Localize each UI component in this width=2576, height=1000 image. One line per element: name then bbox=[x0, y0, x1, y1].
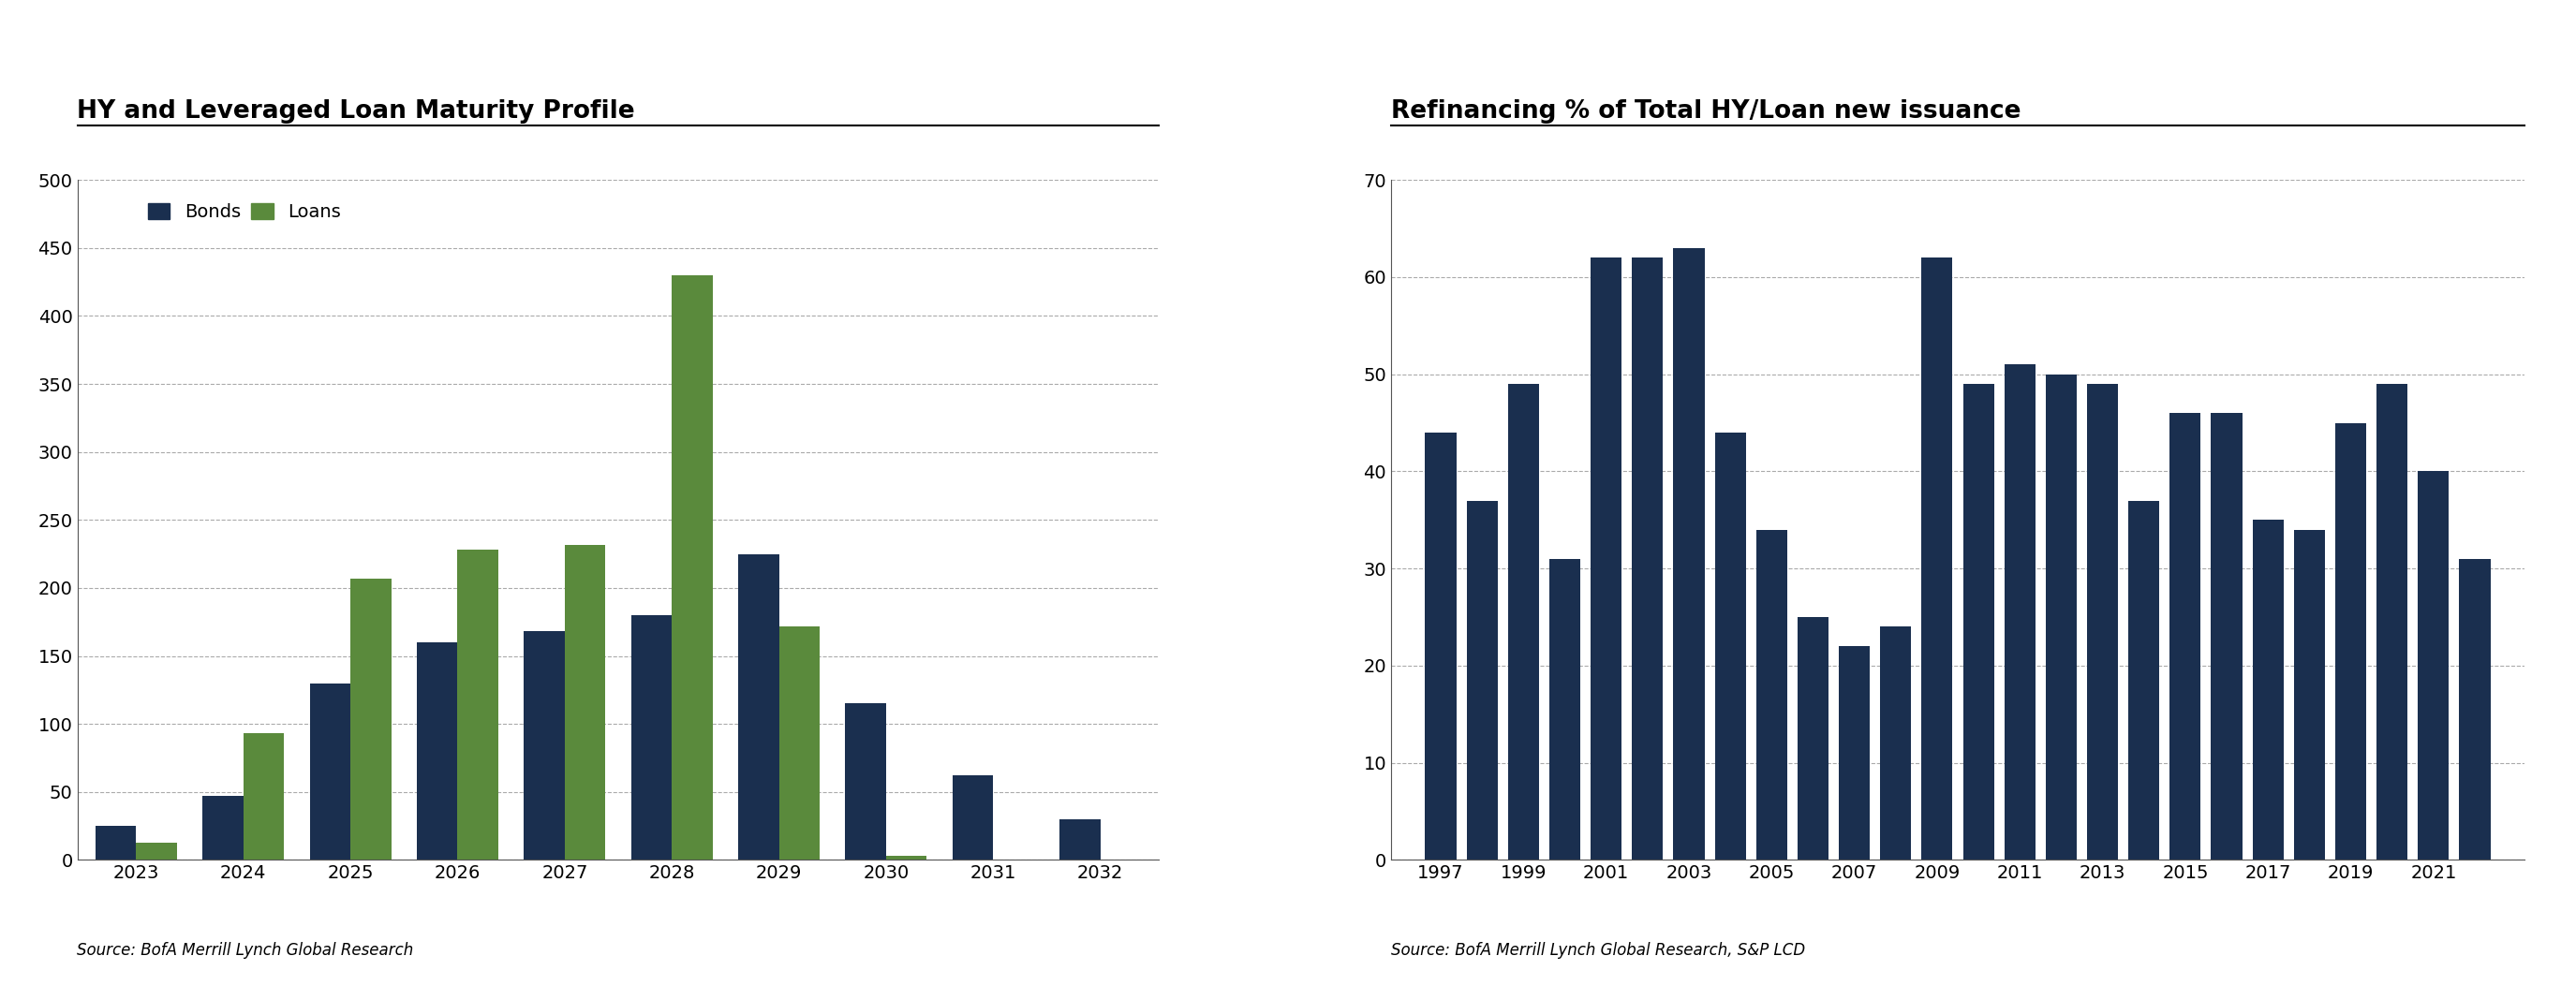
Text: Refinancing % of Total HY/Loan new issuance: Refinancing % of Total HY/Loan new issua… bbox=[1391, 99, 2022, 123]
Bar bbox=[886, 856, 927, 860]
Bar bbox=[778, 626, 819, 860]
Bar bbox=[1548, 559, 1579, 860]
Bar bbox=[1757, 530, 1788, 860]
Bar bbox=[672, 275, 714, 860]
Text: Source: BofA Merrill Lynch Global Research, S&P LCD: Source: BofA Merrill Lynch Global Resear… bbox=[1391, 942, 1806, 958]
Bar bbox=[350, 578, 392, 860]
Legend: Bonds, Loans: Bonds, Loans bbox=[142, 196, 348, 229]
Bar bbox=[459, 550, 497, 860]
Bar bbox=[137, 842, 178, 860]
Bar bbox=[2336, 423, 2367, 860]
Bar bbox=[2087, 384, 2117, 860]
Bar bbox=[845, 704, 886, 860]
Point bbox=[227, 853, 258, 865]
Bar bbox=[2460, 559, 2491, 860]
Bar bbox=[1674, 248, 1705, 860]
Bar bbox=[2251, 520, 2282, 860]
Bar bbox=[1589, 258, 1623, 860]
Bar bbox=[2128, 501, 2159, 860]
Bar bbox=[2210, 413, 2241, 860]
Bar bbox=[2293, 530, 2326, 860]
Bar bbox=[1425, 433, 1455, 860]
Bar bbox=[2045, 374, 2076, 860]
Bar bbox=[1507, 384, 1538, 860]
Bar bbox=[1839, 646, 1870, 860]
Bar bbox=[739, 554, 778, 860]
Bar bbox=[2169, 413, 2200, 860]
Bar bbox=[309, 683, 350, 860]
Bar bbox=[95, 826, 137, 860]
Bar bbox=[1633, 258, 1664, 860]
Bar bbox=[631, 615, 672, 860]
Bar bbox=[1466, 501, 1497, 860]
Bar bbox=[1963, 384, 1994, 860]
Bar bbox=[2419, 471, 2450, 860]
Bar bbox=[523, 632, 564, 860]
Text: Source: BofA Merrill Lynch Global Research: Source: BofA Merrill Lynch Global Resear… bbox=[77, 942, 415, 958]
Bar bbox=[1880, 627, 1911, 860]
Point bbox=[121, 853, 152, 865]
Bar bbox=[1716, 433, 1747, 860]
Bar bbox=[204, 796, 242, 860]
Bar bbox=[564, 544, 605, 860]
Bar bbox=[953, 776, 994, 860]
Bar bbox=[2378, 384, 2409, 860]
Bar bbox=[242, 734, 283, 860]
Bar bbox=[1922, 258, 1953, 860]
Bar bbox=[1059, 819, 1100, 860]
Bar bbox=[1798, 617, 1829, 860]
Bar bbox=[417, 642, 459, 860]
Bar bbox=[2004, 365, 2035, 860]
Text: HY and Leveraged Loan Maturity Profile: HY and Leveraged Loan Maturity Profile bbox=[77, 99, 636, 123]
